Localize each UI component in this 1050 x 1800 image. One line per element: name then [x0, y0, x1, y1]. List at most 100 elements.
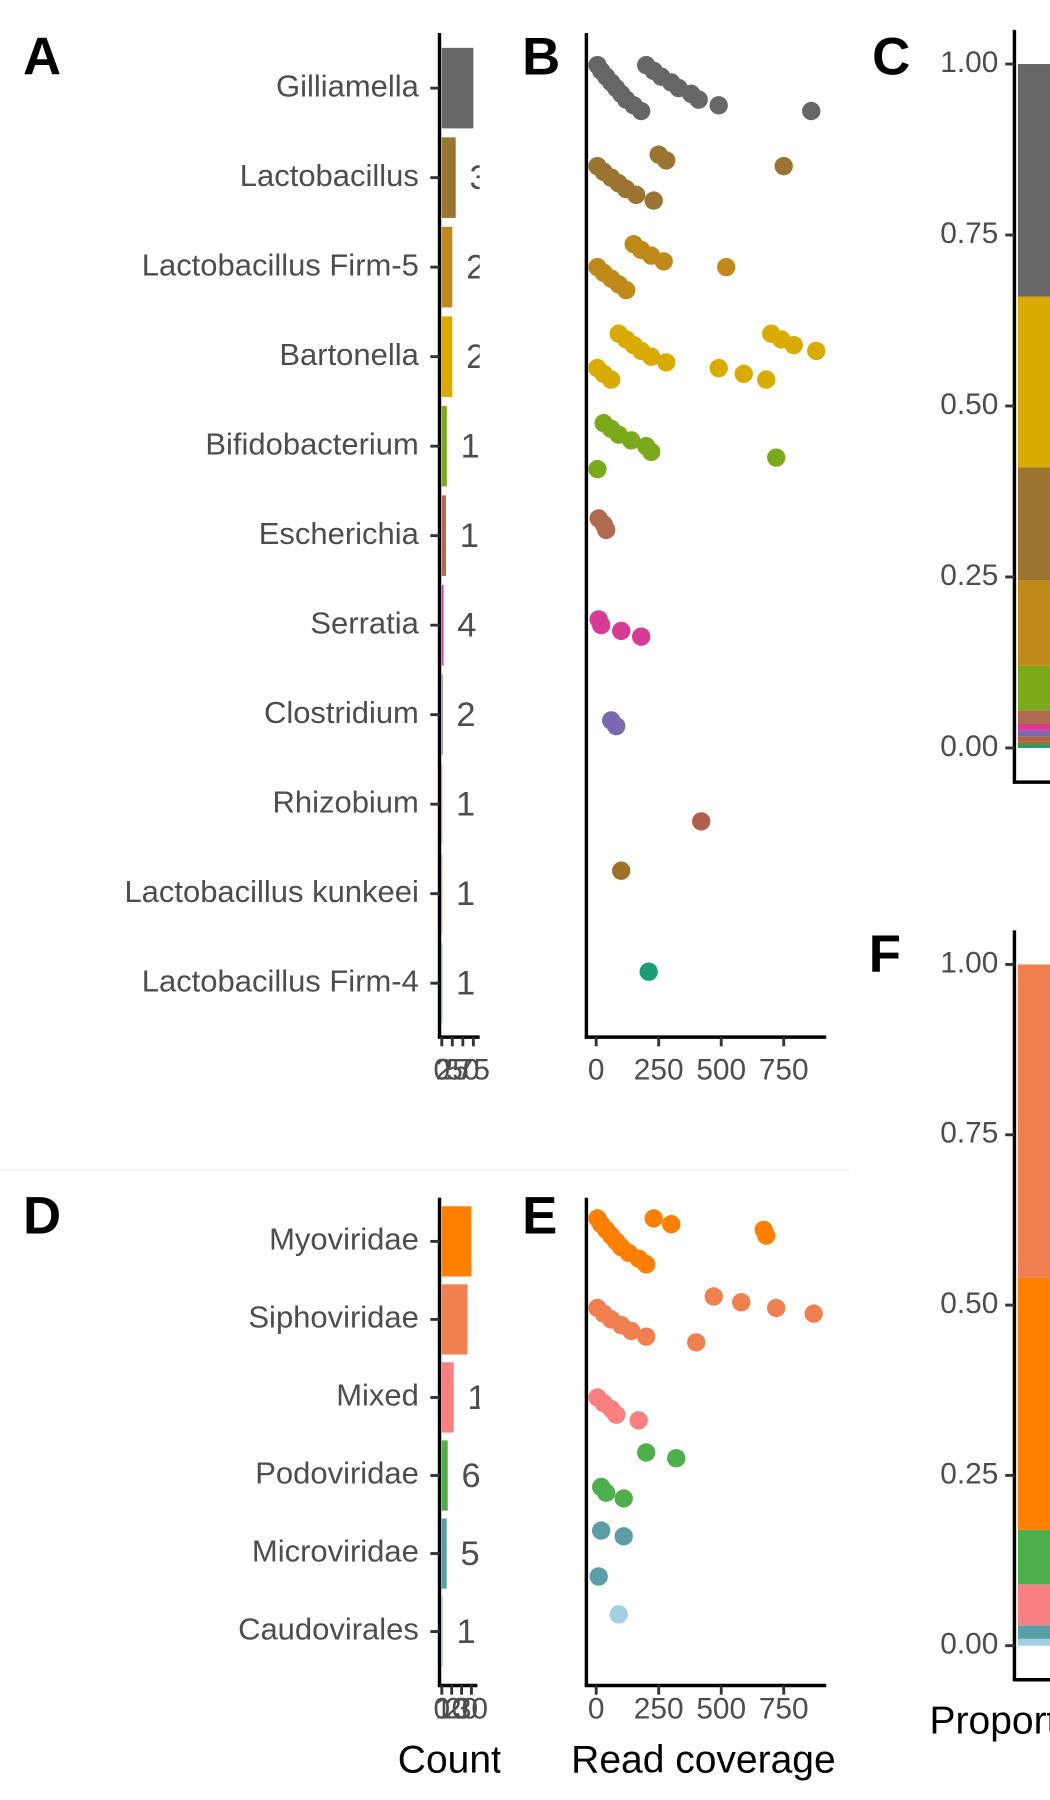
value-label: 6 [462, 1457, 481, 1495]
value-label: 10 [460, 517, 498, 555]
point [709, 96, 728, 115]
point [602, 370, 621, 389]
point [639, 962, 658, 981]
point [807, 341, 826, 361]
segment [1017, 665, 1050, 711]
category-label: Serratia [310, 605, 419, 640]
point [612, 861, 631, 880]
y-tick-label: 0.50 [940, 388, 998, 421]
point [637, 1327, 656, 1346]
x-tick-label: 0 [588, 1693, 605, 1726]
panel-letter: C [872, 28, 910, 87]
value-label: 1 [456, 875, 475, 913]
y-tick-label: 0.50 [940, 1287, 998, 1320]
bar [441, 584, 444, 666]
x-tick-label: 20 [445, 1693, 478, 1726]
value-label: 5 [461, 1535, 480, 1573]
value-label: 12 [461, 428, 499, 466]
value-label: 33 [469, 159, 507, 197]
point [784, 335, 803, 355]
point [717, 257, 736, 277]
category-label: Clostridium [264, 695, 419, 730]
y-tick-label: 0.25 [940, 559, 998, 592]
x-axis-title: Proportion [930, 1700, 1050, 1743]
point [654, 252, 673, 271]
point [802, 101, 821, 121]
category-label: Siphoviridae [248, 1300, 418, 1335]
bar [441, 316, 453, 397]
segment [1017, 1584, 1050, 1626]
clip-group: Count [398, 1739, 502, 1782]
bar [441, 1362, 454, 1433]
bar [441, 1518, 447, 1589]
point [662, 1215, 681, 1234]
point [632, 627, 651, 646]
point [757, 1226, 776, 1245]
value-label: 1 [456, 786, 475, 824]
point [612, 621, 631, 641]
y-tick-label: 0.00 [940, 1628, 998, 1661]
category-label: Mixed [336, 1378, 419, 1413]
point [644, 1209, 663, 1228]
x-tick-label: 500 [696, 1053, 746, 1086]
point [607, 1405, 626, 1424]
segment [1017, 1529, 1050, 1585]
point [597, 520, 616, 540]
clip-group: 30 26 12 6 5 1 [441, 1206, 523, 1667]
value-label: 30 [485, 1223, 523, 1261]
bar [441, 1284, 468, 1355]
x-tick-label: 30 [455, 1693, 488, 1726]
point [657, 151, 676, 170]
point [642, 442, 661, 462]
x-tick-label: 750 [759, 1053, 809, 1086]
segment [1017, 730, 1050, 737]
point [614, 1527, 633, 1546]
point [774, 156, 793, 176]
segment [1017, 580, 1050, 666]
point [617, 280, 636, 300]
x-axis-title: Count [398, 1739, 502, 1782]
value-label: 4 [457, 607, 476, 645]
value-label: 75 [487, 70, 525, 108]
bar [441, 47, 474, 129]
x-tick-label: 750 [759, 1693, 809, 1726]
point [667, 1449, 686, 1468]
category-label: Lactobacillus Firm-4 [142, 963, 419, 998]
x-tick-label: 250 [634, 1053, 684, 1086]
point [622, 431, 641, 450]
panel-letter: B [522, 28, 560, 87]
bar [441, 1596, 443, 1667]
category-label: Podoviridae [255, 1456, 419, 1491]
segment [1017, 744, 1050, 748]
x-tick-label: 500 [696, 1693, 746, 1726]
x-tick-label: 0 [434, 1053, 451, 1086]
y-tick-label: 0.75 [940, 1117, 998, 1150]
x-tick-label: 25 [436, 1053, 469, 1086]
clip-group: Read coverage [571, 1739, 836, 1782]
y-tick-label: 1.00 [940, 46, 998, 79]
value-label: 1 [456, 965, 475, 1003]
y-tick-label: 0.25 [940, 1457, 998, 1490]
point [689, 90, 708, 109]
y-tick-label: 0.75 [940, 217, 998, 250]
x-axis-title: Read coverage [571, 1739, 836, 1782]
bar [441, 1440, 448, 1511]
segment [1017, 741, 1050, 745]
segment [1017, 710, 1050, 725]
point [734, 364, 753, 384]
segment [1017, 724, 1050, 731]
point [657, 353, 676, 372]
bar [441, 674, 443, 755]
point [644, 191, 663, 210]
point [704, 1287, 723, 1306]
category-label: Bifidobacterium [205, 426, 418, 461]
value-label: 12 [467, 1379, 505, 1417]
bar [441, 405, 447, 487]
segment [1017, 64, 1050, 297]
segment [1017, 296, 1050, 468]
y-tick-label: 0.00 [940, 730, 998, 763]
category-label: Caudovirales [238, 1612, 419, 1647]
category-label: Lactobacillus [240, 158, 419, 193]
point [588, 459, 607, 479]
point [687, 1333, 706, 1352]
